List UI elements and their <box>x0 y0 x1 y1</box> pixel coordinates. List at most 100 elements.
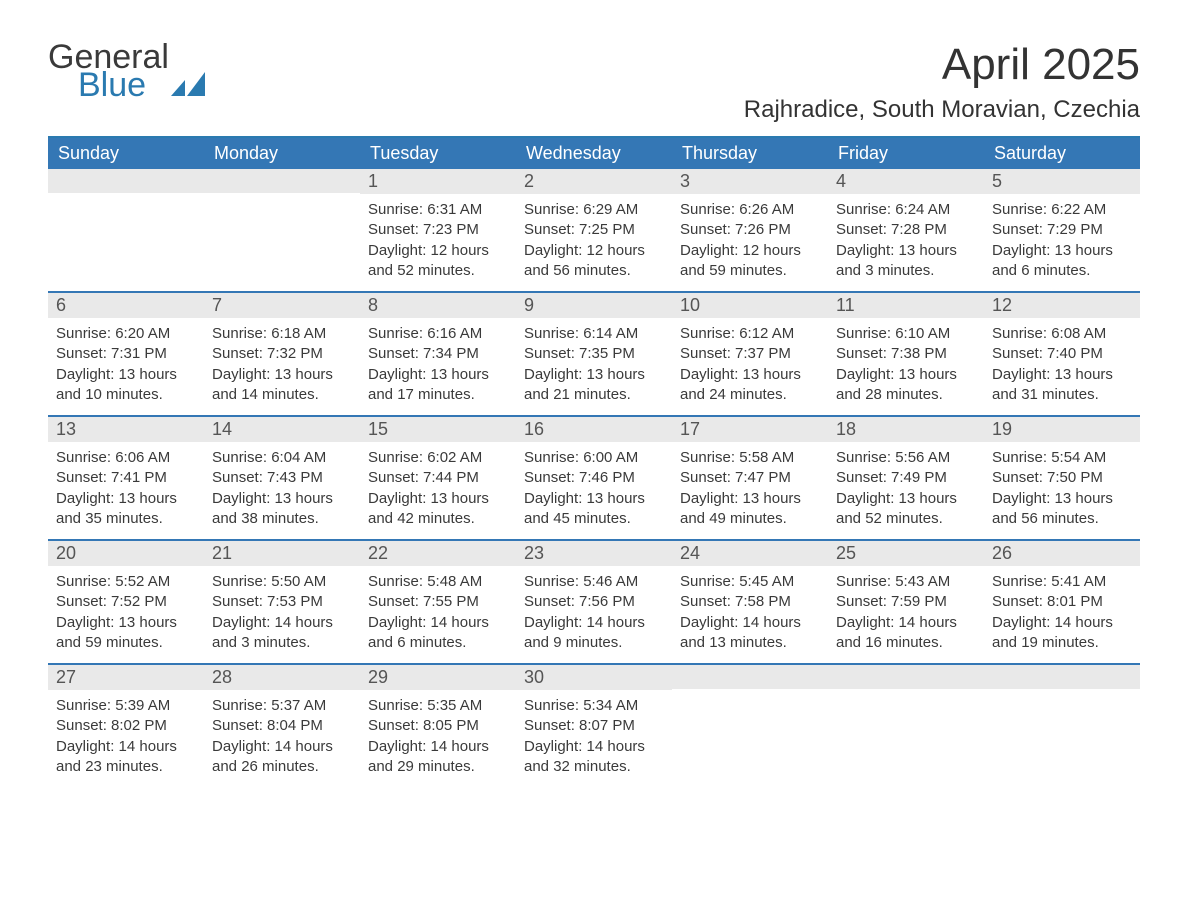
day-body: Sunrise: 5:35 AMSunset: 8:05 PMDaylight:… <box>360 690 516 787</box>
day-sunset: Sunset: 7:47 PM <box>680 468 820 488</box>
day-sunrise: Sunrise: 6:08 AM <box>992 324 1132 344</box>
day-cell: 7Sunrise: 6:18 AMSunset: 7:32 PMDaylight… <box>204 293 360 415</box>
day-cell: 12Sunrise: 6:08 AMSunset: 7:40 PMDayligh… <box>984 293 1140 415</box>
day-body: Sunrise: 6:22 AMSunset: 7:29 PMDaylight:… <box>984 194 1140 291</box>
day-sunset: Sunset: 7:31 PM <box>56 344 196 364</box>
day-dl1: Daylight: 13 hours <box>368 365 508 385</box>
day-dl1: Daylight: 13 hours <box>212 365 352 385</box>
day-body: Sunrise: 5:52 AMSunset: 7:52 PMDaylight:… <box>48 566 204 663</box>
day-dl1: Daylight: 13 hours <box>992 489 1132 509</box>
day-body: Sunrise: 5:34 AMSunset: 8:07 PMDaylight:… <box>516 690 672 787</box>
day-number: 7 <box>204 293 360 318</box>
day-sunset: Sunset: 8:07 PM <box>524 716 664 736</box>
day-sunrise: Sunrise: 6:24 AM <box>836 200 976 220</box>
day-number: 10 <box>672 293 828 318</box>
day-number: 11 <box>828 293 984 318</box>
day-sunset: Sunset: 7:34 PM <box>368 344 508 364</box>
weeks-container: 1Sunrise: 6:31 AMSunset: 7:23 PMDaylight… <box>48 169 1140 787</box>
day-sunrise: Sunrise: 6:20 AM <box>56 324 196 344</box>
day-sunrise: Sunrise: 5:34 AM <box>524 696 664 716</box>
day-cell: 30Sunrise: 5:34 AMSunset: 8:07 PMDayligh… <box>516 665 672 787</box>
day-dl2: and 32 minutes. <box>524 757 664 777</box>
day-sunset: Sunset: 7:53 PM <box>212 592 352 612</box>
day-body: Sunrise: 6:26 AMSunset: 7:26 PMDaylight:… <box>672 194 828 291</box>
day-dl1: Daylight: 13 hours <box>836 489 976 509</box>
day-header-sat: Saturday <box>984 138 1140 169</box>
day-dl1: Daylight: 14 hours <box>212 737 352 757</box>
day-cell: 5Sunrise: 6:22 AMSunset: 7:29 PMDaylight… <box>984 169 1140 291</box>
day-sunrise: Sunrise: 5:41 AM <box>992 572 1132 592</box>
day-sunrise: Sunrise: 5:45 AM <box>680 572 820 592</box>
day-dl2: and 26 minutes. <box>212 757 352 777</box>
day-sunrise: Sunrise: 6:18 AM <box>212 324 352 344</box>
day-sunrise: Sunrise: 5:50 AM <box>212 572 352 592</box>
day-number: 21 <box>204 541 360 566</box>
day-number: 24 <box>672 541 828 566</box>
day-dl1: Daylight: 13 hours <box>56 365 196 385</box>
day-dl2: and 56 minutes. <box>524 261 664 281</box>
day-sunrise: Sunrise: 5:48 AM <box>368 572 508 592</box>
day-sunset: Sunset: 7:43 PM <box>212 468 352 488</box>
day-number: 28 <box>204 665 360 690</box>
day-header-row: Sunday Monday Tuesday Wednesday Thursday… <box>48 138 1140 169</box>
day-sunrise: Sunrise: 6:31 AM <box>368 200 508 220</box>
day-header-mon: Monday <box>204 138 360 169</box>
day-dl1: Daylight: 13 hours <box>836 241 976 261</box>
day-sunrise: Sunrise: 5:58 AM <box>680 448 820 468</box>
day-number <box>828 665 984 689</box>
day-sunrise: Sunrise: 6:26 AM <box>680 200 820 220</box>
calendar-page: General Blue April 2025 Rajhradice, Sout… <box>0 0 1188 827</box>
day-dl1: Daylight: 13 hours <box>992 241 1132 261</box>
day-cell: 29Sunrise: 5:35 AMSunset: 8:05 PMDayligh… <box>360 665 516 787</box>
day-dl1: Daylight: 14 hours <box>992 613 1132 633</box>
header: General Blue April 2025 Rajhradice, Sout… <box>48 40 1140 124</box>
logo-mark-icon <box>171 72 205 96</box>
day-sunset: Sunset: 7:44 PM <box>368 468 508 488</box>
day-sunset: Sunset: 7:35 PM <box>524 344 664 364</box>
day-dl1: Daylight: 13 hours <box>524 489 664 509</box>
day-sunset: Sunset: 8:04 PM <box>212 716 352 736</box>
day-sunrise: Sunrise: 6:12 AM <box>680 324 820 344</box>
day-dl1: Daylight: 14 hours <box>836 613 976 633</box>
day-sunrise: Sunrise: 6:04 AM <box>212 448 352 468</box>
day-sunset: Sunset: 7:26 PM <box>680 220 820 240</box>
day-sunset: Sunset: 7:28 PM <box>836 220 976 240</box>
day-sunset: Sunset: 8:05 PM <box>368 716 508 736</box>
day-dl1: Daylight: 14 hours <box>368 737 508 757</box>
day-dl2: and 52 minutes. <box>836 509 976 529</box>
day-sunrise: Sunrise: 6:29 AM <box>524 200 664 220</box>
day-sunrise: Sunrise: 5:52 AM <box>56 572 196 592</box>
day-sunrise: Sunrise: 6:16 AM <box>368 324 508 344</box>
day-sunset: Sunset: 7:46 PM <box>524 468 664 488</box>
day-cell: 27Sunrise: 5:39 AMSunset: 8:02 PMDayligh… <box>48 665 204 787</box>
day-cell: 8Sunrise: 6:16 AMSunset: 7:34 PMDaylight… <box>360 293 516 415</box>
day-cell: 28 Sunrise: 5:37 AMSunset: 8:04 PMDayligh… <box>204 665 360 787</box>
day-number: 18 <box>828 417 984 442</box>
day-dl2: and 6 minutes. <box>992 261 1132 281</box>
brand-logo: General Blue <box>48 40 205 102</box>
day-body: Sunrise: 6:20 AMSunset: 7:31 PMDaylight:… <box>48 318 204 415</box>
day-cell: 25Sunrise: 5:43 AMSunset: 7:59 PMDayligh… <box>828 541 984 663</box>
day-number: 20 <box>48 541 204 566</box>
day-dl2: and 24 minutes. <box>680 385 820 405</box>
day-number: 23 <box>516 541 672 566</box>
day-cell <box>984 665 1140 787</box>
day-number: 27 <box>48 665 204 690</box>
day-dl1: Daylight: 14 hours <box>680 613 820 633</box>
day-sunset: Sunset: 7:50 PM <box>992 468 1132 488</box>
day-dl2: and 13 minutes. <box>680 633 820 653</box>
day-cell: 22Sunrise: 5:48 AMSunset: 7:55 PMDayligh… <box>360 541 516 663</box>
day-number: 30 <box>516 665 672 690</box>
day-body: Sunrise: 5:50 AMSunset: 7:53 PMDaylight:… <box>204 566 360 663</box>
day-header-thu: Thursday <box>672 138 828 169</box>
day-body: Sunrise: 6:29 AMSunset: 7:25 PMDaylight:… <box>516 194 672 291</box>
day-body: Sunrise: 5:41 AMSunset: 8:01 PMDaylight:… <box>984 566 1140 663</box>
day-cell: 16Sunrise: 6:00 AMSunset: 7:46 PMDayligh… <box>516 417 672 539</box>
day-sunrise: Sunrise: 5:37 AM <box>212 696 352 716</box>
day-dl2: and 21 minutes. <box>524 385 664 405</box>
day-number: 13 <box>48 417 204 442</box>
day-cell: 10Sunrise: 6:12 AMSunset: 7:37 PMDayligh… <box>672 293 828 415</box>
day-dl1: Daylight: 14 hours <box>56 737 196 757</box>
day-body: Sunrise: 5:54 AMSunset: 7:50 PMDaylight:… <box>984 442 1140 539</box>
day-sunrise: Sunrise: 6:06 AM <box>56 448 196 468</box>
